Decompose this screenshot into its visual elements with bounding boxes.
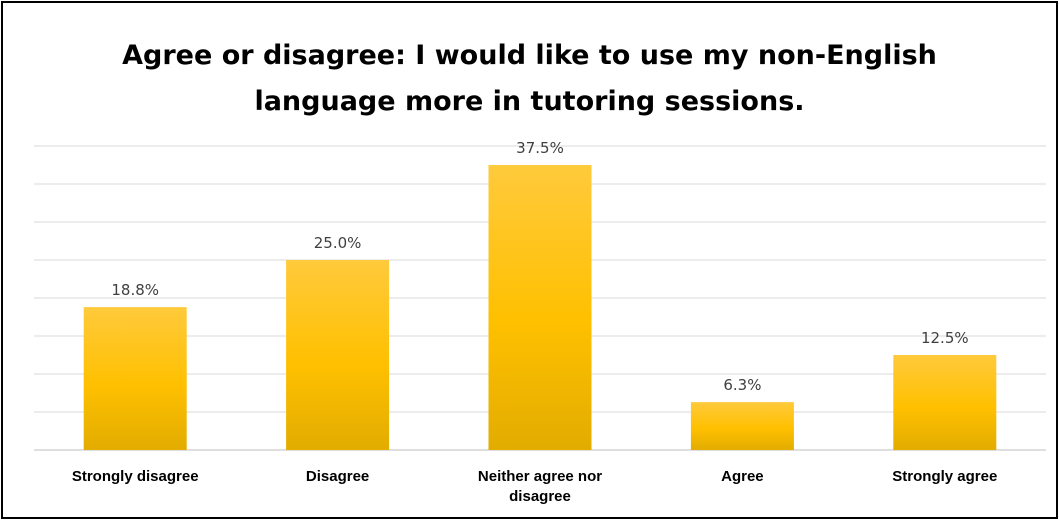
x-tick-label: disagree xyxy=(509,488,571,505)
x-tick-label: Strongly agree xyxy=(892,468,997,485)
bar xyxy=(690,402,794,450)
data-label: 37.5% xyxy=(516,139,564,157)
chart-title-line-2: language more in tutoring sessions. xyxy=(254,86,805,117)
x-tick-label: Disagree xyxy=(306,468,369,485)
bar xyxy=(488,165,592,450)
bar xyxy=(893,355,997,450)
x-tick-label: Neither agree nor xyxy=(478,468,602,485)
data-label: 18.8% xyxy=(111,281,159,299)
x-tick-label: Agree xyxy=(721,468,764,485)
x-tick-label: Strongly disagree xyxy=(72,468,199,485)
data-label: 12.5% xyxy=(921,329,969,347)
chart-title: Agree or disagree: I would like to use m… xyxy=(3,33,1056,125)
chart-title-line-1: Agree or disagree: I would like to use m… xyxy=(122,40,937,71)
bar xyxy=(286,260,390,450)
data-label: 25.0% xyxy=(314,234,362,252)
bar xyxy=(83,307,187,450)
data-label: 6.3% xyxy=(723,376,761,394)
